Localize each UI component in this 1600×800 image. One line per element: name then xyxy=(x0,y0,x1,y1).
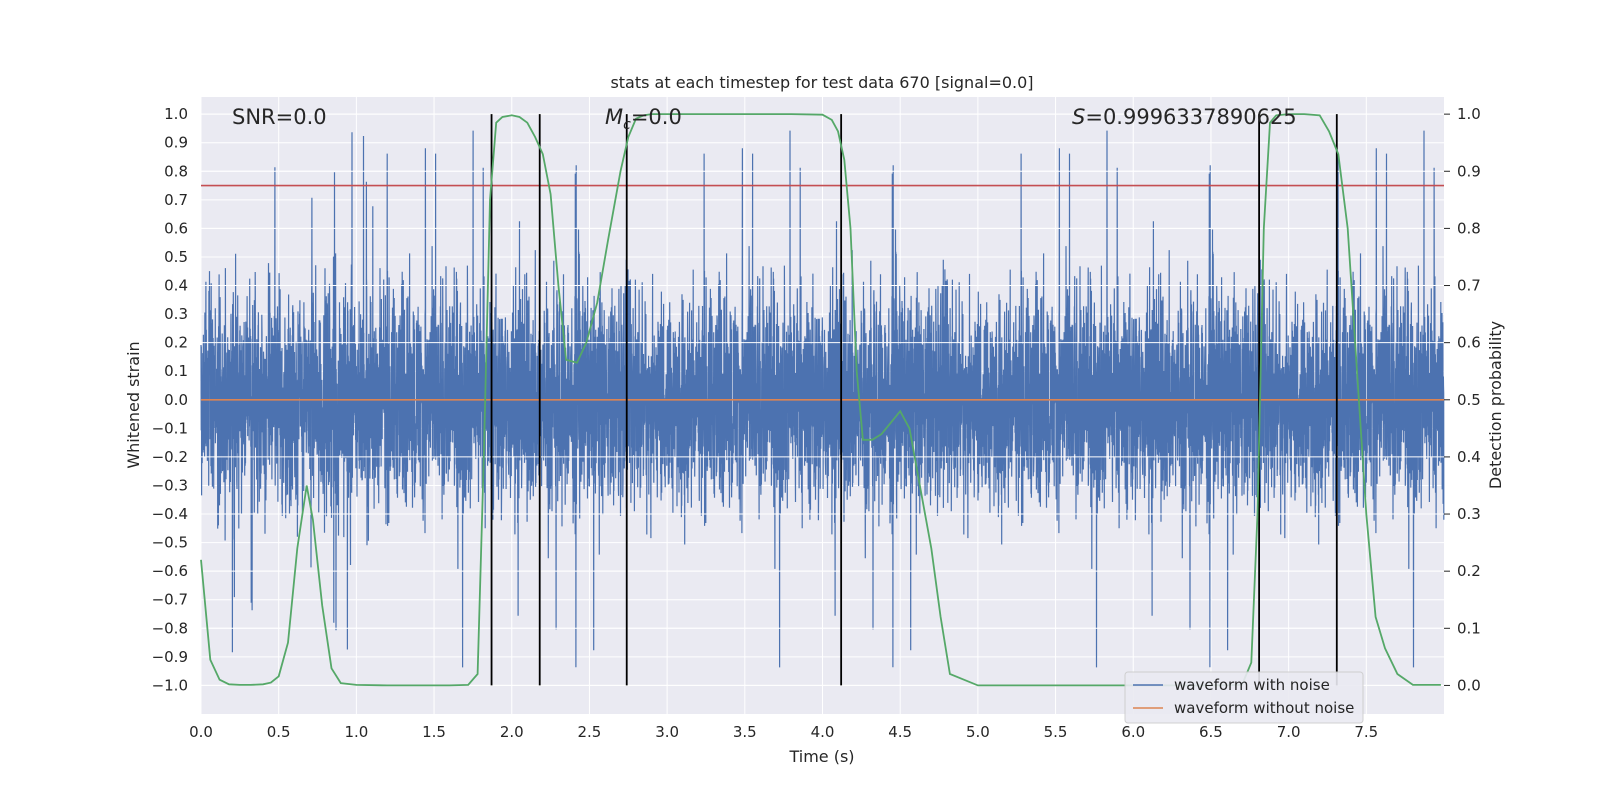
y-tick-labels: 1.0 0.9 0.8 0.7 0.6 0.5 0.4 0.3 0.2 0.1 0.0 −0.1 −0.… xyxy=(152,105,188,694)
x-tick-label: 4.5 xyxy=(888,723,912,741)
y-tick-label: 0.9 xyxy=(164,134,188,152)
x-tick-label: 2.5 xyxy=(578,723,602,741)
legend: waveform with noise waveform without noi… xyxy=(1124,671,1364,724)
y-tick-label: 0.4 xyxy=(164,277,188,295)
y-tick-label: 0.1 xyxy=(164,362,188,380)
x-tick-label: 7.0 xyxy=(1277,723,1301,741)
y-right-tick-label: 0.7 xyxy=(1457,277,1481,295)
statistic-value: =0.9996337890625 xyxy=(1085,105,1296,129)
vertical-markers xyxy=(490,114,1338,686)
y-right-tick-label: 0.2 xyxy=(1457,562,1481,580)
x-tick-label: 6.0 xyxy=(1121,723,1145,741)
x-tick-label: 1.0 xyxy=(344,723,368,741)
chirp-mass-annotation: Mc=0.0 xyxy=(605,105,682,133)
probability-line xyxy=(200,113,1441,687)
y-right-tick-label: 0.1 xyxy=(1457,619,1481,637)
y-right-tick-label: 1.0 xyxy=(1457,105,1481,123)
statistic-symbol: S xyxy=(1072,105,1085,129)
y-right-tick-labels: 1.0 0.9 0.8 0.7 0.6 0.5 0.4 0.3 0.2 0.1 0.0 xyxy=(1457,105,1481,694)
y-tick-label: 0.5 xyxy=(164,248,188,266)
legend-noise-label: waveform with noise xyxy=(1174,676,1330,694)
y-tick-label: −0.8 xyxy=(152,619,188,637)
y-right-tick-label: 0.3 xyxy=(1457,505,1481,523)
y-right-axis-label: Detection probability xyxy=(1486,321,1505,489)
y-right-tick-label: 0.9 xyxy=(1457,162,1481,180)
y-tick-label: 0.8 xyxy=(164,162,188,180)
chirp-mass-value: =0.0 xyxy=(631,105,682,129)
chirp-mass-symbol: M xyxy=(605,105,623,129)
y-right-tick-label: 0.4 xyxy=(1457,448,1481,466)
x-tick-label: 5.0 xyxy=(966,723,990,741)
y-tick-label: −0.5 xyxy=(152,534,188,552)
y-tick-label: −0.1 xyxy=(152,419,188,437)
legend-box xyxy=(1124,671,1364,724)
snr-statistic-annotation: S=0.9996337890625 xyxy=(1072,105,1297,129)
x-tick-label: 0.0 xyxy=(189,723,213,741)
x-tick-label: 3.5 xyxy=(733,723,757,741)
y-right-tick-label: 0.6 xyxy=(1457,334,1481,352)
y-tick-label: 0.2 xyxy=(164,334,188,352)
probability-series xyxy=(200,113,1441,687)
y-tick-label: −0.7 xyxy=(152,591,188,609)
x-axis-label: Time (s) xyxy=(788,747,854,766)
y-tick-label: 0.0 xyxy=(164,391,188,409)
y-right-tick-label: 0.5 xyxy=(1457,391,1481,409)
x-tick-label: 4.0 xyxy=(811,723,835,741)
x-tick-label: 3.0 xyxy=(655,723,679,741)
y-tick-label: 1.0 xyxy=(164,105,188,123)
y-tick-label: −0.2 xyxy=(152,448,188,466)
y-tick-label: −0.6 xyxy=(152,562,188,580)
y-tick-label: 0.6 xyxy=(164,219,188,237)
x-tick-label: 6.5 xyxy=(1199,723,1223,741)
x-tick-labels: 0.0 0.5 1.0 1.5 2.0 2.5 3.0 3.5 4.0 4.5 5.0 5.5 6.0 6… xyxy=(189,723,1378,741)
y-tick-label: −0.3 xyxy=(152,476,188,494)
y-tick-label: −0.4 xyxy=(152,505,188,523)
legend-clean-label: waveform without noise xyxy=(1174,699,1354,717)
x-tick-label: 1.5 xyxy=(422,723,446,741)
x-tick-label: 5.5 xyxy=(1044,723,1068,741)
noise-series xyxy=(200,130,1445,668)
x-tick-label: 0.5 xyxy=(267,723,291,741)
y-tick-label: −0.9 xyxy=(152,648,188,666)
snr-annotation: SNR=0.0 xyxy=(232,105,327,129)
x-tick-label: 7.5 xyxy=(1354,723,1378,741)
y-right-tick-label: 0.8 xyxy=(1457,219,1481,237)
chirp-mass-subscript: c xyxy=(623,117,631,133)
y-tick-label: −1.0 xyxy=(152,676,188,694)
y-tick-label: 0.3 xyxy=(164,305,188,323)
y-tick-label: 0.7 xyxy=(164,191,188,209)
y-axis-label: Whitened strain xyxy=(124,341,143,468)
chart-title: stats at each timestep for test data 670… xyxy=(610,73,1033,92)
x-tick-label: 2.0 xyxy=(500,723,524,741)
y-right-tick-label: 0.0 xyxy=(1457,676,1481,694)
noise-waveform-line xyxy=(200,130,1445,668)
